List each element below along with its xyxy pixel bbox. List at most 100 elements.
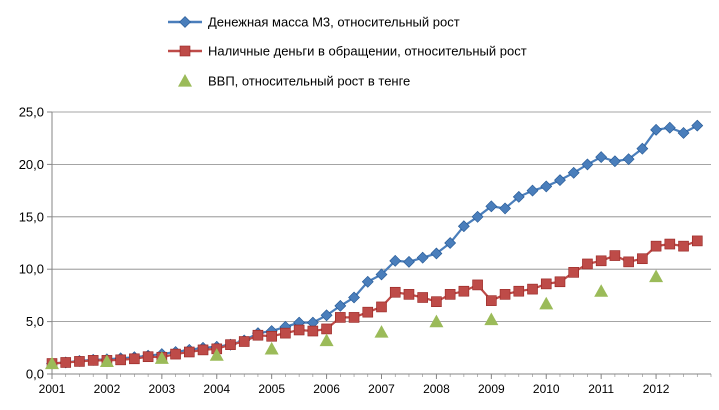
legend-label: Денежная масса М3, относительный рост [208, 15, 460, 30]
x-axis-ticks: 2001 2002 2003 2004 2005 2006 2007 2008 2009 2010… [39, 374, 712, 396]
plot-area [45, 119, 704, 370]
legend-marker [179, 16, 191, 28]
data-point [60, 357, 72, 368]
x-tick-label: 2011 [588, 382, 614, 396]
data-point [540, 278, 552, 290]
data-point [568, 267, 580, 278]
data-point [348, 291, 360, 304]
data-point [99, 354, 114, 368]
data-point [484, 312, 499, 326]
data-point [554, 174, 566, 187]
gridlines [52, 111, 711, 323]
data-point [129, 353, 140, 365]
data-point [526, 184, 539, 197]
data-point [691, 235, 703, 247]
legend: Денежная масса М3, относительный рост Нал… [168, 15, 527, 89]
x-tick-label: 2007 [368, 382, 395, 396]
data-point [608, 155, 621, 168]
data-point [280, 327, 291, 339]
data-point [636, 142, 649, 155]
data-point [334, 299, 347, 312]
data-point [183, 346, 195, 358]
data-point [403, 289, 415, 300]
legend-label: ВВП, относительный рост в тенге [208, 74, 410, 89]
data-point [458, 285, 470, 297]
data-point [87, 355, 99, 366]
data-point [389, 254, 402, 267]
series-2 [46, 235, 703, 369]
x-tick-label: 2003 [148, 382, 175, 396]
x-tick-label: 2005 [258, 382, 285, 396]
data-point [663, 121, 676, 134]
x-tick-label: 2010 [533, 382, 560, 396]
data-point [594, 284, 609, 297]
data-point [389, 286, 401, 298]
legend-item-1: Денежная масса М3, относительный рост [168, 15, 460, 30]
data-point [170, 348, 181, 360]
data-point [361, 275, 374, 288]
legend-marker [178, 74, 192, 87]
data-point [623, 256, 634, 268]
x-tick-label: 2004 [203, 382, 230, 396]
x-tick-label: 2008 [423, 382, 450, 396]
x-tick-label: 2002 [94, 382, 121, 396]
data-point [554, 276, 566, 288]
legend-label: Наличные деньги в обращении, относительн… [208, 44, 527, 59]
data-point [264, 341, 279, 355]
data-point [691, 119, 704, 132]
data-point [486, 295, 497, 306]
data-point [225, 339, 236, 350]
data-point [582, 258, 593, 270]
data-point [74, 356, 85, 367]
data-point [622, 153, 635, 166]
data-point [403, 255, 415, 268]
data-point [348, 312, 360, 323]
data-point [154, 351, 169, 364]
data-point [649, 269, 664, 283]
data-point [471, 210, 484, 223]
data-point [374, 325, 389, 338]
series-1 [46, 119, 704, 370]
data-point [238, 336, 250, 347]
data-point [499, 202, 511, 215]
data-point [595, 151, 608, 163]
data-point [335, 312, 346, 323]
y-axis-ticks: 0,0 5,0 10,0 15,0 20,0 25,0 [19, 105, 52, 382]
data-point [581, 158, 594, 171]
data-point [567, 166, 580, 179]
data-point [444, 289, 456, 300]
data-point [417, 292, 428, 303]
data-point [375, 268, 388, 281]
legend-item-2: Наличные деньги в обращении, относительн… [168, 44, 527, 59]
y-tick-label: 10,0 [19, 262, 44, 277]
data-point [307, 325, 319, 337]
y-tick-label: 5,0 [26, 314, 44, 329]
x-tick-label: 2006 [313, 382, 340, 396]
data-point [485, 200, 498, 213]
data-point [142, 351, 154, 363]
data-point [539, 296, 554, 310]
x-tick-label: 2009 [478, 382, 505, 396]
y-tick-label: 25,0 [19, 105, 44, 120]
data-point [362, 306, 374, 318]
data-point [266, 330, 277, 342]
data-point [209, 348, 224, 361]
data-point [527, 283, 538, 295]
data-point [416, 251, 429, 264]
data-point [513, 285, 525, 297]
data-point [650, 123, 663, 136]
y-tick-label: 20,0 [19, 157, 44, 172]
data-point [595, 255, 607, 267]
data-point [376, 301, 387, 313]
data-point [293, 324, 305, 336]
data-point [472, 279, 483, 291]
data-point [197, 344, 209, 356]
data-point [429, 314, 444, 328]
series-3 [45, 269, 664, 370]
data-point [677, 127, 690, 139]
data-point [678, 240, 689, 252]
data-point [540, 180, 553, 193]
data-point [320, 309, 333, 322]
data-point [321, 323, 332, 335]
